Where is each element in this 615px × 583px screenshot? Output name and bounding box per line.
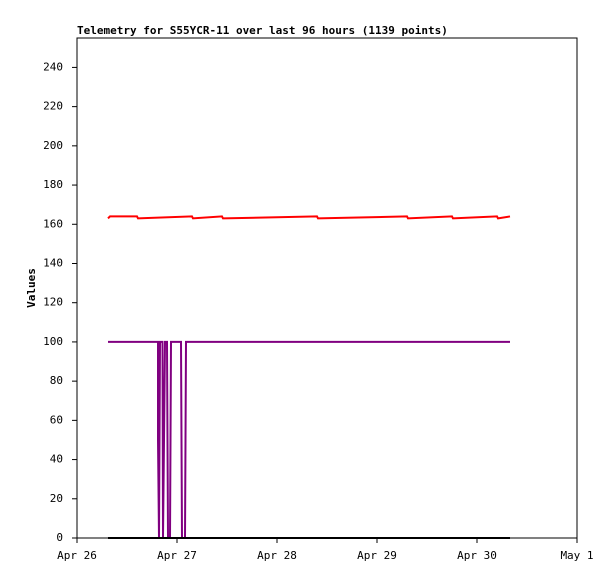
plot-frame [76,37,578,539]
y-tick-label: 200 [43,139,63,152]
y-tick-label: 0 [56,531,63,544]
y-tick-label: 140 [43,256,63,269]
chart-title: Telemetry for S55YCR-11 over last 96 hou… [77,24,448,37]
y-tick-label: 40 [50,453,63,466]
x-tick-label: Apr 29 [357,549,397,562]
x-tick-label: Apr 26 [57,549,97,562]
x-tick-label: Apr 27 [157,549,197,562]
y-tick-label: 220 [43,100,63,113]
y-tick-label: 120 [43,296,63,309]
x-tick-label: Apr 30 [457,549,497,562]
series-line [108,340,510,539]
y-axis-label: Values [25,268,38,308]
y-tick-label: 240 [43,60,63,73]
y-tick-label: 20 [50,492,63,505]
y-tick-label: 80 [50,374,63,387]
series-line [107,215,511,220]
y-tick-label: 180 [43,178,63,191]
x-tick-label: May 1 [560,549,593,562]
y-tick-label: 160 [43,217,63,230]
x-tick-label: Apr 28 [257,549,297,562]
y-tick-label: 60 [50,413,63,426]
y-tick-label: 100 [43,335,63,348]
